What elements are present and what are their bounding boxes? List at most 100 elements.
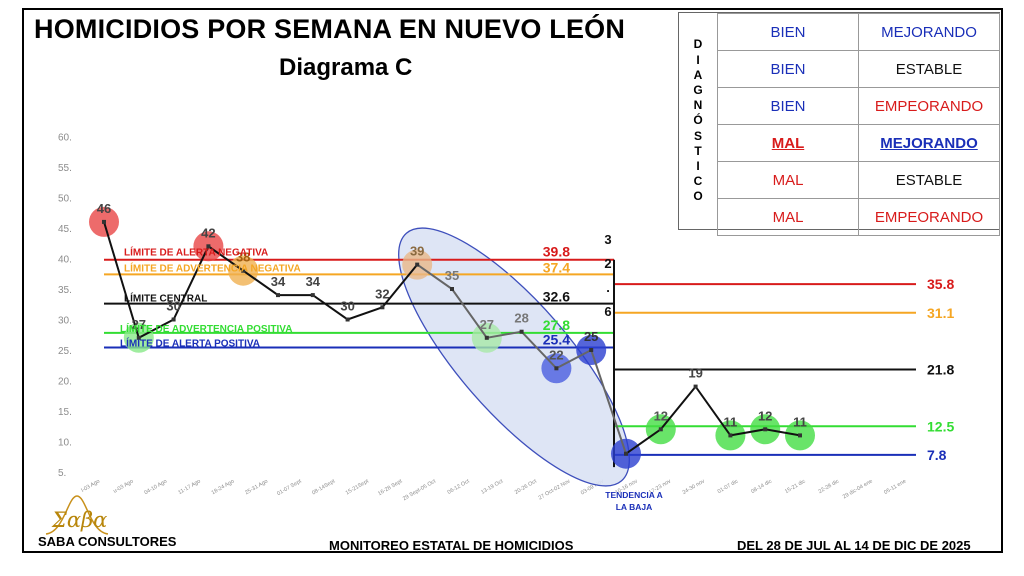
trend-ellipse xyxy=(398,227,630,487)
y-tick-label: 50. xyxy=(58,194,72,205)
limit-value: 25.4 xyxy=(543,332,570,348)
limit-value: 35.8 xyxy=(927,276,954,292)
data-point xyxy=(380,305,385,310)
x-tick-label: 16-28 Sept xyxy=(377,478,404,497)
limit-value: 7.8 xyxy=(927,447,947,463)
homicide-chart: 60.55.50.45.40.35.30.25.20.15.10.5.l-03 … xyxy=(58,133,954,513)
diagnostico-letter: S xyxy=(693,128,702,143)
data-label: 35 xyxy=(445,268,459,283)
limit-value: 21.8 xyxy=(927,362,954,378)
x-tick-label: 27 Oct-02 Nov xyxy=(538,478,572,501)
phase-marker: 2 xyxy=(604,256,611,271)
saba-logo-text: Σαβα xyxy=(52,508,108,532)
data-label: 38 xyxy=(236,250,250,265)
y-tick-label: 35. xyxy=(58,285,72,296)
trend-annotation: LA BAJA xyxy=(616,502,653,512)
data-label: 34 xyxy=(306,274,321,289)
data-point xyxy=(693,384,698,389)
data-label: 11 xyxy=(793,414,807,429)
data-point xyxy=(206,244,211,249)
phase-marker: 6 xyxy=(604,304,611,319)
diagnostico-row: MAL ESTABLE xyxy=(717,161,1000,199)
data-label: 11 xyxy=(724,414,738,429)
limit-label: LÍMITE DE ALERTA POSITIVA xyxy=(120,337,260,350)
diagnostico-state: MAL xyxy=(717,161,859,199)
y-tick-label: 40. xyxy=(58,255,72,266)
data-point xyxy=(171,317,176,322)
diagnostico-letter: T xyxy=(694,143,702,158)
data-point xyxy=(415,262,420,267)
limit-label: LÍMITE DE ADVERTENCIA NEGATIVA xyxy=(124,261,301,274)
diagnostico-row: MAL EMPEORANDO xyxy=(717,198,1000,236)
x-tick-label: 24-30 nov xyxy=(682,478,706,496)
data-point xyxy=(798,433,802,438)
y-tick-label: 45. xyxy=(58,224,72,235)
data-label: 46 xyxy=(97,201,111,216)
x-tick-label: 29 dic-04 ene xyxy=(842,479,874,501)
limit-value: 39.8 xyxy=(543,244,570,260)
chart-subtitle: Diagrama C xyxy=(279,54,413,81)
limit-label: LÍMITE CENTRAL xyxy=(124,292,207,305)
diagnostico-state: BIEN xyxy=(717,50,859,88)
trend-annotation: TENDENCIA A xyxy=(605,490,662,500)
data-point xyxy=(276,293,280,298)
saba-logo-curve xyxy=(45,495,109,535)
x-tick-label: 11-17 Ago xyxy=(177,479,201,497)
diagnostico-trend: MEJORANDO xyxy=(858,124,1000,162)
data-point xyxy=(658,427,663,432)
diagnostico-row: BIEN ESTABLE xyxy=(717,50,1000,88)
x-tick-label: 15-21 dic xyxy=(784,478,807,495)
y-tick-label: 5. xyxy=(58,468,66,479)
diagnostico-state: MAL xyxy=(717,124,859,162)
diagnostico-trend: EMPEORANDO xyxy=(858,87,1000,125)
data-label: 34 xyxy=(271,274,286,289)
data-label: 25 xyxy=(584,329,598,344)
data-label: 12 xyxy=(758,408,772,423)
y-tick-label: 20. xyxy=(58,377,72,388)
data-point xyxy=(450,287,454,291)
x-tick-label: 08-14 dic xyxy=(750,478,773,495)
x-tick-label: 18-24 Ago xyxy=(211,479,236,497)
diagnostico-letter: I xyxy=(696,52,700,67)
phase-marker: 3 xyxy=(604,232,611,247)
data-label: 22 xyxy=(549,347,563,362)
diagnostico-letter: O xyxy=(693,189,703,204)
chart-title: HOMICIDIOS POR SEMANA EN NUEVO LEÓN xyxy=(34,14,626,44)
data-point xyxy=(241,268,246,273)
data-point xyxy=(763,427,768,432)
limit-label: LÍMITE DE ALERTA NEGATIVA xyxy=(124,246,268,259)
diagnostico-trend: ESTABLE xyxy=(858,161,1000,199)
diagnostico-row: BIEN EMPEORANDO xyxy=(717,87,1000,125)
x-tick-label: 15-21Sept xyxy=(345,478,370,496)
y-tick-label: 30. xyxy=(58,316,72,327)
diagnostico-letter: Ó xyxy=(693,113,703,128)
data-label: 30 xyxy=(166,299,180,314)
limit-label: LÍMITE DE ADVERTENCIA POSITIVA xyxy=(120,322,292,335)
x-tick-label: 01-07 dic xyxy=(717,478,740,495)
data-label: 19 xyxy=(688,366,702,381)
footer-brand: SABA CONSULTORES xyxy=(38,534,177,549)
data-label: 27 xyxy=(480,317,494,332)
x-tick-label: 04-10 Ago xyxy=(143,479,168,497)
data-point xyxy=(484,335,489,340)
y-tick-label: 10. xyxy=(58,438,72,449)
diagnostico-trend: MEJORANDO xyxy=(858,13,1000,51)
data-label: 27 xyxy=(132,317,146,332)
y-tick-label: 25. xyxy=(58,346,72,357)
data-point xyxy=(554,366,559,371)
x-tick-label: 25-31 Ago xyxy=(244,479,269,497)
diagnostico-trend: ESTABLE xyxy=(858,50,1000,88)
x-tick-label: 05-11 ene xyxy=(883,479,907,496)
series-line xyxy=(625,384,801,455)
y-tick-label: 15. xyxy=(58,407,72,418)
data-point xyxy=(519,329,524,334)
chart-frame: HOMICIDIOS POR SEMANA EN NUEVO LEÓN Diag… xyxy=(22,8,1003,553)
footer-center: MONITOREO ESTATAL DE HOMICIDIOS xyxy=(329,538,574,553)
data-label: 32 xyxy=(375,286,389,301)
phase-marker: . xyxy=(606,280,610,295)
diagnostico-letter: D xyxy=(693,37,703,52)
x-tick-label: 01-07 Sept xyxy=(276,478,303,497)
limit-value: 27.8 xyxy=(543,317,570,333)
